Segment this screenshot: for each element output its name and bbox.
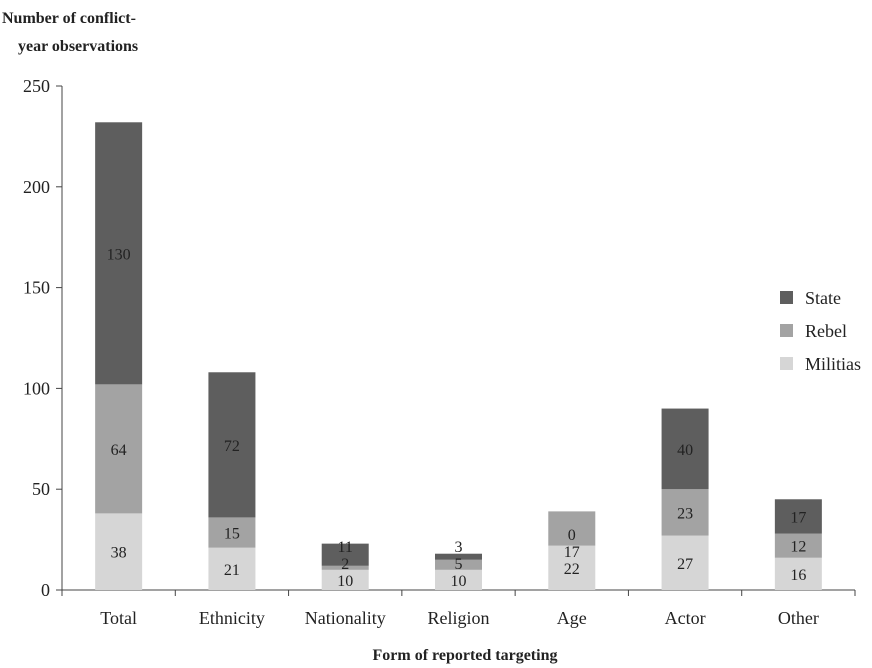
bar-rebel-actor [661, 489, 709, 536]
bar-state-total [95, 122, 143, 385]
bar-militias-actor [661, 535, 709, 590]
bar-state-actor [661, 408, 709, 490]
legend-swatch-state [780, 291, 793, 304]
x-tick-label: Actor [665, 608, 706, 628]
bar-rebel-religion [435, 559, 482, 570]
bar-militias-ethnicity [208, 547, 256, 590]
data-label-state: 72 [224, 438, 240, 455]
legend-label-militias: Militias [805, 354, 861, 374]
y-axis-title-line-1: Number of conflict- [2, 10, 136, 27]
x-axis-title: Form of reported targeting [373, 647, 558, 664]
data-label-state: 11 [338, 539, 353, 556]
data-label-state: 40 [677, 442, 693, 459]
x-tick-label: Age [557, 608, 587, 628]
bar-militias-religion [435, 569, 482, 590]
legend: State Rebel Militias [780, 288, 861, 374]
bar-state-ethnicity [208, 372, 256, 518]
x-tick-label: Total [100, 608, 137, 628]
data-label-rebel: 15 [224, 526, 240, 543]
data-label-state: 3 [455, 539, 463, 556]
y-tick-label: 100 [23, 378, 50, 398]
y-tick-label: 150 [23, 278, 50, 298]
bar-militias-age [548, 545, 596, 590]
bars [95, 122, 822, 590]
data-label-rebel: 2 [341, 556, 349, 573]
data-label-rebel: 5 [455, 556, 463, 573]
data-label-militias: 22 [564, 561, 580, 578]
x-tick-label: Other [778, 608, 819, 628]
data-label-rebel: 64 [111, 442, 127, 459]
data-label-militias: 21 [224, 562, 240, 579]
y-tick-label: 0 [41, 580, 50, 600]
data-label-state: 0 [568, 527, 576, 544]
bar-militias-other [774, 557, 822, 590]
data-label-state: 130 [107, 246, 131, 263]
legend-swatch-rebel [780, 324, 793, 337]
data-label-militias: 38 [111, 545, 127, 562]
legend-swatch-militias [780, 357, 793, 370]
y-tick-label: 50 [32, 479, 50, 499]
bar-rebel-age [548, 511, 596, 546]
x-tick-label: Religion [428, 608, 490, 628]
bar-rebel-nationality [321, 565, 369, 570]
bar-rebel-other [774, 533, 822, 558]
bar-state-other [774, 499, 822, 534]
bar-state-nationality [321, 543, 369, 566]
data-label-militias: 16 [790, 567, 806, 584]
data-label-militias: 27 [677, 556, 693, 573]
legend-label-state: State [805, 288, 841, 308]
y-tick-label: 250 [23, 76, 50, 96]
y-tick-label: 200 [23, 177, 50, 197]
bar-rebel-ethnicity [208, 517, 256, 548]
bar-rebel-total [95, 384, 143, 514]
bar-militias-total [95, 513, 143, 590]
legend-label-rebel: Rebel [805, 321, 847, 341]
data-label-militias: 10 [451, 573, 467, 590]
y-axis-title-line-2: year observations [18, 38, 138, 55]
x-tick-label: Ethnicity [199, 608, 265, 628]
data-label-state: 17 [790, 509, 806, 526]
x-tick-label: Nationality [305, 608, 386, 628]
bar-state-religion [435, 553, 482, 560]
bar-militias-nationality [321, 569, 369, 590]
data-label-rebel: 17 [564, 544, 580, 561]
y-axis-title: Number of conflict- year observations [2, 10, 138, 55]
data-label-rebel: 23 [677, 505, 693, 522]
data-label-rebel: 12 [790, 539, 806, 556]
data-label-militias: 10 [337, 573, 353, 590]
